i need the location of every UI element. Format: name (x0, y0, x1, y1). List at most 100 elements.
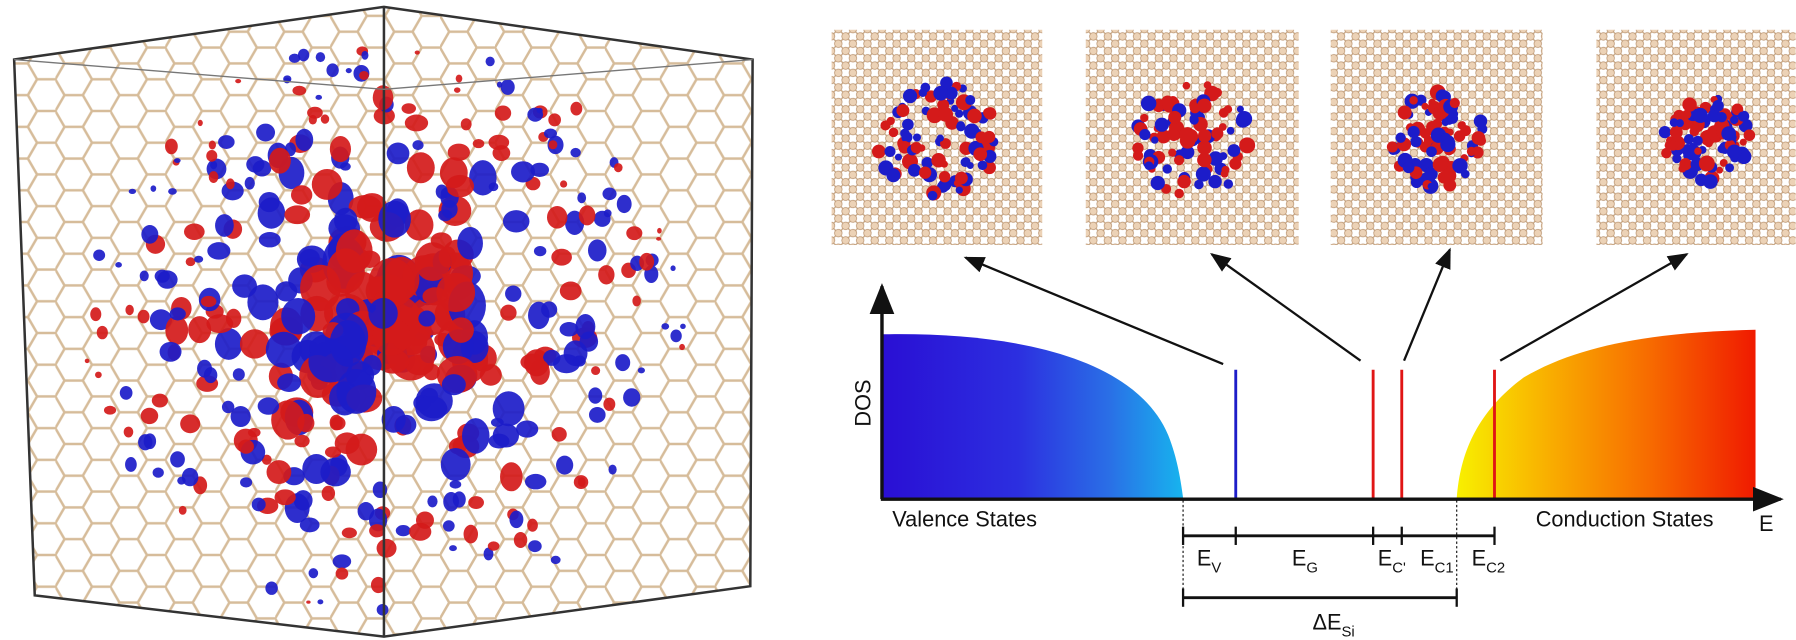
orbital-lobe (884, 146, 895, 157)
orbital-lobe (295, 129, 313, 151)
orbital-lobe (454, 87, 461, 92)
energy-label-main: E (1420, 546, 1435, 571)
orbital-lobe (577, 192, 586, 203)
orbital-lobe (505, 285, 521, 301)
orbital-lobe (570, 102, 582, 116)
orbital-lobe (402, 103, 416, 114)
orbital-lobe (95, 372, 102, 379)
orbital-lobe (1133, 150, 1143, 160)
orbital-lobe (1198, 129, 1211, 142)
orbital-lobe (520, 354, 544, 371)
orbital-lobe (1421, 103, 1428, 110)
energy-label: EG (1292, 546, 1318, 577)
orbital-lobe (588, 239, 607, 261)
orbital-lobe (501, 79, 515, 95)
orbital-lobe (1730, 116, 1738, 124)
orbital-lobe (165, 139, 178, 155)
orbital-lobe (170, 451, 185, 467)
orbital-lobe (326, 63, 338, 77)
orbital-lobe (1738, 112, 1748, 122)
orbital-lobe (252, 498, 266, 512)
energy-label-sub: C2 (1486, 560, 1505, 576)
arrows (966, 250, 1687, 364)
orbital-lobe (954, 180, 961, 187)
orbital-lobe (97, 326, 108, 339)
orbital-lobe (1168, 149, 1176, 157)
orbital-lobe (473, 139, 485, 148)
orbital-lobe (259, 192, 280, 212)
energy-axis-label: E (1759, 511, 1774, 536)
orbital-lobe (412, 140, 423, 150)
orbital-lobe (141, 225, 158, 244)
orbital-lobe (534, 246, 546, 256)
orbital-lobe (603, 398, 615, 411)
orbital-lobe (1740, 139, 1747, 146)
orbital-lobe (514, 532, 527, 548)
orbital-lobe (1228, 144, 1241, 157)
orbital-lobe (155, 270, 170, 283)
orbital-lobe (461, 118, 472, 130)
orbital-lobe (680, 324, 686, 329)
orbital-lobe (256, 124, 275, 142)
orbital-lobe (299, 249, 320, 266)
orbital-lobe (443, 492, 459, 512)
orbital-lobe (206, 150, 217, 162)
orbital-lobe (626, 226, 642, 240)
orbital-lobe (266, 332, 302, 368)
orbital-lobe (186, 257, 196, 266)
thumbnail (1086, 30, 1299, 245)
orbital-lobe (1197, 143, 1206, 152)
orbital-lobe (292, 86, 306, 96)
energy-label-main: E (1197, 546, 1212, 571)
orbital-lobe (570, 148, 580, 158)
orbital-lobe (316, 52, 325, 62)
energy-label-sub: C' (1392, 560, 1406, 576)
orbital-lobe (160, 342, 182, 362)
orbital-lobe (632, 296, 641, 307)
orbital-lobe (1682, 97, 1696, 111)
orbital-lobe (407, 152, 435, 183)
thumbnail (1331, 30, 1543, 245)
orbital-lobe (1670, 126, 1683, 139)
orbital-lobe (151, 185, 157, 191)
orbital-lobe (415, 396, 447, 421)
orbital-lobe (275, 281, 297, 301)
orbital-lobe (591, 366, 600, 375)
orbital-lobe (978, 160, 988, 170)
orbital-lobe (525, 474, 546, 490)
orbital-lobe (306, 600, 310, 603)
orbital-lobe (1409, 96, 1417, 104)
orbital-lobe (206, 314, 233, 333)
orbital-lobe (387, 143, 410, 165)
orbital-lobe (602, 187, 616, 200)
orbital-lobe (1236, 111, 1252, 127)
orbital-lobe (594, 211, 611, 227)
orbital-lobe (1694, 147, 1701, 154)
orbital-lobe (267, 460, 292, 484)
orbital-lobe (330, 320, 366, 367)
orbital-lobe (544, 129, 557, 139)
orbital-lobe (1163, 164, 1172, 173)
orbital-lobe (359, 71, 369, 80)
orbital-lobe (495, 106, 511, 121)
orbital-lobe (226, 178, 235, 189)
delta-main: ΔE (1312, 610, 1341, 635)
orbital-lobe (464, 525, 478, 544)
delta-sub: Si (1342, 625, 1355, 640)
orbital-lobe (500, 305, 516, 321)
orbital-lobe (965, 95, 975, 105)
orbital-lobe (527, 519, 538, 532)
orbital-lobe (1679, 165, 1687, 173)
delta-label: ΔESi (1312, 610, 1354, 640)
orbital-lobe (1151, 176, 1165, 190)
energy-label-main: E (1292, 546, 1307, 571)
orbital-lobe (509, 511, 523, 529)
orbital-lobe (140, 270, 149, 281)
orbital-lobe (377, 604, 389, 616)
orbital-lobe (449, 545, 457, 551)
orbital-lobe (442, 374, 466, 395)
orbital-lobe (1237, 106, 1244, 113)
orbital-lobe (468, 496, 484, 509)
energy-label-main: E (1472, 546, 1487, 571)
energy-label: EC1 (1420, 546, 1454, 577)
